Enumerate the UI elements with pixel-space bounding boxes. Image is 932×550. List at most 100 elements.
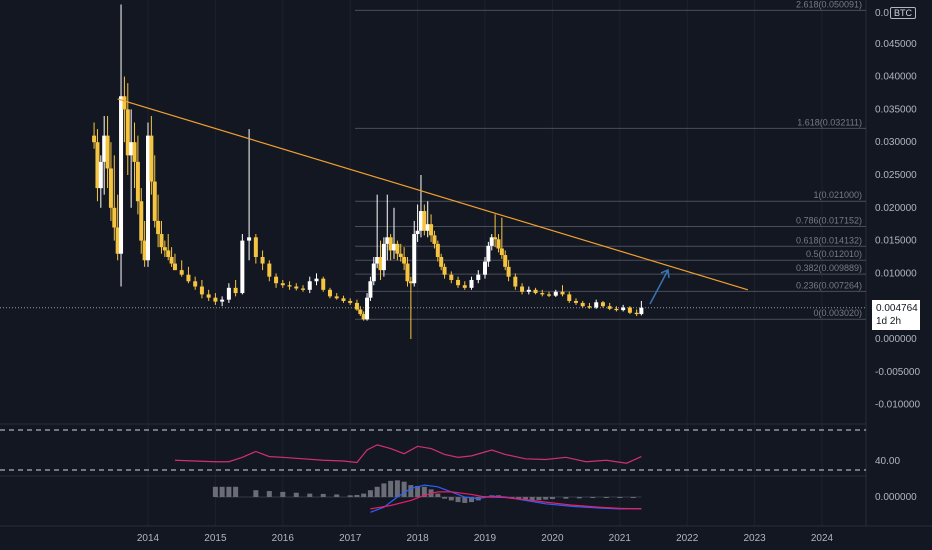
macd-histogram-bar <box>603 497 609 498</box>
candle-body <box>341 298 346 301</box>
macd-histogram-bar <box>408 485 414 497</box>
fib-level-label: 0.382(0.009889) <box>796 263 862 273</box>
candle-body <box>365 297 370 320</box>
candle-body <box>462 285 467 288</box>
macd-histogram-bar <box>435 493 441 497</box>
macd-pane[interactable]: 0.000000 <box>212 480 917 513</box>
x-tick-label: 2021 <box>609 533 632 544</box>
candle-body <box>392 243 397 251</box>
macd-histogram-bar <box>563 497 569 499</box>
time-axis[interactable]: 2014 2015 2016 2017 2018 2019 2020 2021 2022 2023… <box>137 533 834 544</box>
candle-body <box>98 161 103 189</box>
candle-body <box>321 278 326 290</box>
fib-level-label: 1(0.021000) <box>813 190 862 200</box>
macd-histogram-bar <box>293 492 299 497</box>
macd-histogram-bar <box>219 486 225 497</box>
fib-level-label: 1.618(0.032111) <box>797 117 862 127</box>
candle-body <box>614 308 619 311</box>
macd-histogram-bar <box>543 497 549 500</box>
macd-histogram-bar <box>307 493 313 497</box>
macd-histogram-bar <box>401 481 407 497</box>
macd-histogram-bar <box>549 497 555 500</box>
y-tick-label-partial: 0.0 <box>875 8 889 19</box>
candle-body <box>607 306 612 309</box>
candle-body <box>260 257 265 264</box>
macd-histogram-bar <box>415 485 421 497</box>
x-tick-label: 2016 <box>272 533 295 544</box>
candle-body <box>503 255 508 267</box>
candle-body <box>327 289 332 297</box>
candle-body <box>395 243 400 254</box>
candle-body <box>105 135 110 169</box>
macd-histogram-bar <box>448 497 454 501</box>
candle-body <box>567 294 572 301</box>
fib-level-label: 0(0.003020) <box>813 308 862 318</box>
rsi-pane[interactable]: 40.00 <box>0 429 900 471</box>
candle-body <box>442 266 447 275</box>
candle-body <box>449 274 454 280</box>
candle-body <box>122 96 127 110</box>
candle-body <box>149 135 154 182</box>
candle-body <box>600 302 605 307</box>
x-tick-label: 2019 <box>474 533 497 544</box>
fib-level-label: 0.786(0.017152) <box>796 215 862 225</box>
macd-line <box>370 484 642 513</box>
candle-body <box>418 211 423 231</box>
x-tick-label: 2014 <box>137 533 160 544</box>
candle-body <box>456 279 461 286</box>
candle-body <box>119 96 124 254</box>
y-tick-label: 0.000000 <box>875 334 917 345</box>
y-tick-label: -0.010000 <box>875 400 920 411</box>
candle-body <box>506 266 511 277</box>
arrow-head <box>660 268 670 279</box>
candle-body <box>156 220 161 235</box>
candle-body <box>132 142 137 162</box>
macd-histogram-bar <box>233 486 239 497</box>
candle-body <box>496 239 501 249</box>
candle-body <box>206 294 211 298</box>
y-tick-label: 0.040000 <box>875 72 917 83</box>
macd-histogram-bar <box>576 497 582 499</box>
candle-body <box>162 247 167 251</box>
macd-histogram-bar <box>334 494 340 497</box>
candle-body <box>432 235 437 244</box>
macd-histogram-bar <box>421 486 427 497</box>
x-tick-label: 2023 <box>743 533 766 544</box>
candlestick-series[interactable] <box>92 4 644 339</box>
candle-body <box>553 291 558 296</box>
candle-body <box>354 302 359 310</box>
macd-histogram-bar <box>361 493 367 497</box>
candle-body <box>520 286 525 292</box>
candle-body <box>499 248 504 256</box>
candle-body <box>415 230 420 235</box>
y-tick-label: 0.015000 <box>875 236 917 247</box>
candle-body <box>112 207 117 228</box>
candle-body <box>314 278 319 282</box>
candle-body <box>412 234 417 284</box>
candle-body <box>280 283 285 286</box>
candle-body <box>125 109 130 156</box>
candle-body <box>213 297 218 302</box>
projection-arrow[interactable] <box>649 268 670 305</box>
fib-level-label: 0.236(0.007264) <box>796 280 862 290</box>
currency-badge[interactable]: BTC <box>890 7 916 19</box>
macd-histogram-bar <box>394 480 400 497</box>
price-axis[interactable]: 0.045000 0.040000 0.035000 0.030000 0.025000… <box>875 8 920 411</box>
macd-histogram-bar <box>617 497 623 498</box>
candle-body <box>142 240 147 261</box>
macd-histogram-bar <box>388 480 394 497</box>
macd-histogram-bar <box>374 486 380 497</box>
candle-body <box>425 224 430 231</box>
macd-histogram-bar <box>462 497 468 503</box>
candle-body <box>594 302 599 308</box>
candle-body <box>169 257 174 264</box>
macd-histogram-bar <box>253 490 259 497</box>
trendline[interactable] <box>117 98 749 291</box>
rsi-value-label: 40.00 <box>875 456 900 467</box>
candle-body <box>115 227 120 254</box>
candle-body <box>634 312 639 315</box>
candle-body <box>385 237 390 244</box>
fibonacci-retracement[interactable]: 2.618(0.050091) 1.618(0.032111) 1(0.021000… <box>355 0 866 320</box>
candle-body <box>193 281 198 287</box>
